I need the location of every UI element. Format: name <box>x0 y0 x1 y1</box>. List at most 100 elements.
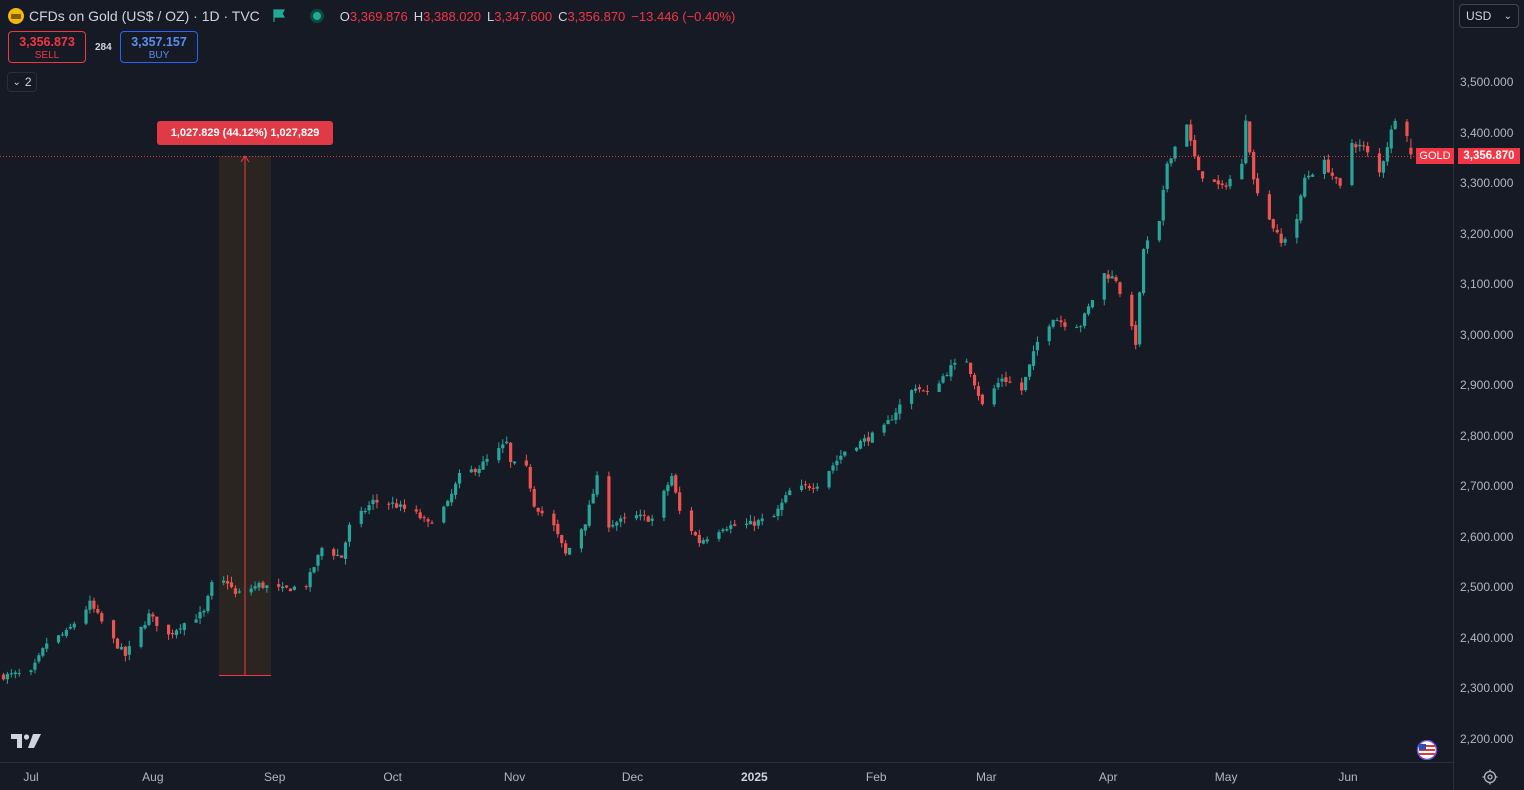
candle[interactable] <box>945 372 949 377</box>
candle[interactable] <box>72 621 76 631</box>
candle[interactable] <box>910 389 914 410</box>
candle[interactable] <box>1118 281 1122 297</box>
candle[interactable] <box>473 467 477 476</box>
candle[interactable] <box>1185 124 1189 147</box>
candle[interactable] <box>229 576 234 589</box>
candle[interactable] <box>395 498 399 509</box>
candle[interactable] <box>17 668 21 677</box>
candle[interactable] <box>886 415 890 425</box>
candle[interactable] <box>1224 182 1228 190</box>
candle[interactable] <box>870 431 874 443</box>
candle[interactable] <box>1354 141 1358 153</box>
candle[interactable] <box>772 514 776 518</box>
candle[interactable] <box>807 483 812 491</box>
candle[interactable] <box>831 462 835 474</box>
candle[interactable] <box>717 529 721 542</box>
candle[interactable] <box>536 507 540 516</box>
candle[interactable] <box>56 634 61 644</box>
candle[interactable] <box>1141 248 1146 296</box>
candle[interactable] <box>304 584 308 590</box>
candle[interactable] <box>13 670 17 679</box>
candle[interactable] <box>799 479 804 492</box>
candle[interactable] <box>564 540 568 556</box>
candle[interactable] <box>1275 224 1279 234</box>
candle[interactable] <box>1220 180 1224 189</box>
candle[interactable] <box>560 534 564 548</box>
candle[interactable] <box>623 512 627 524</box>
candle[interactable] <box>60 631 65 637</box>
candle[interactable] <box>898 398 902 420</box>
candle[interactable] <box>756 518 760 529</box>
candle[interactable] <box>332 547 336 560</box>
candle[interactable] <box>284 585 289 589</box>
candle[interactable] <box>552 509 556 532</box>
candle[interactable] <box>222 576 226 586</box>
candle[interactable] <box>1047 324 1051 346</box>
candle[interactable] <box>1114 274 1118 283</box>
candle[interactable] <box>292 585 296 591</box>
candle[interactable] <box>1059 315 1063 328</box>
candle[interactable] <box>674 473 678 494</box>
candle[interactable] <box>88 595 92 614</box>
candle[interactable] <box>827 470 831 490</box>
candle[interactable] <box>257 581 261 591</box>
candle[interactable] <box>1377 148 1382 177</box>
candle[interactable] <box>1083 312 1087 329</box>
candle[interactable] <box>890 415 894 421</box>
candle[interactable] <box>5 671 10 684</box>
candle[interactable] <box>815 482 819 492</box>
candle[interactable] <box>155 616 159 632</box>
candle[interactable] <box>170 629 175 639</box>
candle[interactable] <box>835 455 839 471</box>
candle[interactable] <box>1409 138 1413 160</box>
tradingview-logo[interactable] <box>11 733 43 749</box>
candle[interactable] <box>402 499 407 513</box>
candle[interactable] <box>501 439 505 454</box>
candle[interactable] <box>1169 158 1173 167</box>
candle[interactable] <box>41 647 45 658</box>
candle[interactable] <box>123 645 127 662</box>
candle[interactable] <box>210 579 214 600</box>
candle[interactable] <box>1090 300 1095 309</box>
candle[interactable] <box>701 537 705 545</box>
symbol-title[interactable]: CFDs on Gold (US$ / OZ) · 1D · TVC <box>29 8 260 24</box>
flag-icon[interactable] <box>272 9 286 23</box>
candle[interactable] <box>595 471 599 498</box>
candle[interactable] <box>1279 228 1283 247</box>
candle[interactable] <box>1389 125 1393 154</box>
sell-button[interactable]: 3,356.873 SELL <box>8 31 86 63</box>
candle[interactable] <box>965 358 969 363</box>
candle[interactable] <box>1240 158 1244 180</box>
candle[interactable] <box>233 585 238 598</box>
candle[interactable] <box>339 555 344 558</box>
candle[interactable] <box>147 609 151 627</box>
candle[interactable] <box>1110 270 1114 279</box>
candle[interactable] <box>308 568 312 592</box>
buy-button[interactable]: 3,357.157 BUY <box>120 31 198 63</box>
candle[interactable] <box>68 623 72 630</box>
candle[interactable] <box>84 605 88 626</box>
candle[interactable] <box>359 506 363 528</box>
candle[interactable] <box>497 442 501 464</box>
candle[interactable] <box>166 624 171 640</box>
candle[interactable] <box>1027 364 1032 381</box>
candle[interactable] <box>1020 377 1024 395</box>
candle[interactable] <box>619 515 623 528</box>
candle[interactable] <box>937 380 941 393</box>
candle[interactable] <box>1055 317 1059 322</box>
us-flag-icon[interactable] <box>1415 740 1439 760</box>
candle[interactable] <box>650 514 654 526</box>
candle[interactable] <box>469 465 473 473</box>
candle[interactable] <box>1000 374 1004 388</box>
candle[interactable] <box>532 486 536 508</box>
candle[interactable] <box>579 528 583 553</box>
candle[interactable] <box>583 524 587 536</box>
candle[interactable] <box>780 498 784 516</box>
candle[interactable] <box>343 541 348 565</box>
candle[interactable] <box>1138 291 1142 347</box>
candle[interactable] <box>705 536 709 544</box>
candle[interactable] <box>1330 167 1334 180</box>
candle[interactable] <box>913 384 918 394</box>
candle[interactable] <box>1303 174 1307 199</box>
candle[interactable] <box>1393 118 1397 130</box>
